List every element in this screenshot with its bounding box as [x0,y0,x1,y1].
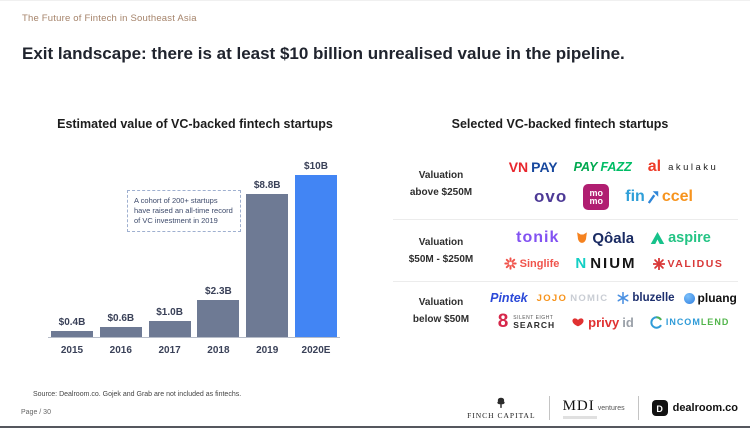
group-label: Valuation $50M - $250M [408,236,474,265]
bar-column: $10B 2020E [294,161,337,356]
qoala-fox-icon [577,232,588,243]
validus-logo: VALIDUS [652,257,724,270]
bar [51,331,93,337]
page-title: Exit landscape: there is at least $10 bi… [22,44,625,63]
valuation-group-above-250m: Valuation above $250M VN PAY PAY FAZZ al ak… [393,149,738,219]
jojonomic-logo: JOJO NOMIC [536,292,609,304]
nium-logo: N NIUM [575,255,637,272]
page-number: Page / 30 [21,409,51,416]
bar-column: $0.4B 2015 [51,317,93,356]
pintek-logo: Pintek [490,291,528,305]
bar-value-label: $1.0B [156,307,183,318]
privyid-heart-icon [572,318,584,327]
singlife-sun-icon [503,257,517,270]
bar [246,194,289,337]
bar [294,175,337,337]
bar-column: $1.0B 2017 [148,307,191,356]
singlife-logo: Singlife [503,257,559,270]
footer-divider [637,396,639,420]
momo-square-icon: mo mo [583,184,610,210]
tonik-logo: tonik [516,229,560,246]
valuation-group-below-50m: Valuation below $50M Pintek JOJO NOMIC bl… [393,281,738,340]
x-axis-tick-label: 2020E [301,345,331,356]
finch-capital-logo: FINCH CAPITAL [467,397,535,420]
mdi-byline-mark [562,415,597,419]
incomlend-logo: INCOMLEND [650,315,730,329]
footer-logos: FINCH CAPITAL MDI ventures D dealroom.co [467,396,738,420]
bar-chart-plot: $0.4B 2015 $0.6B 2016 $1.0B 2017 $2.3B 2018 $8.8… [48,161,340,356]
bar-value-label: $0.4B [58,317,86,328]
qoala-logo: Qôala [575,230,634,247]
bluzelle-logo: bluzelle [617,292,675,304]
bar-column: $8.8B 2019 [246,180,289,356]
aspire-logo: aspire [650,230,711,246]
x-axis-tick-label: 2017 [158,345,181,356]
incomlend-circle-icon [650,315,662,329]
bar [197,300,240,337]
eyebrow: The Future of Fintech in Southeast Asia [22,13,197,24]
nium-mark-icon: N [575,255,587,272]
finaccel-arrow-icon [647,190,659,204]
payfazz-logo: PAY FAZZ [573,160,632,174]
bar-value-label: $10B [304,161,328,172]
group-label: Valuation below $50M [412,297,470,325]
silent-eight-search-logo: 8 SILENT EIGHT SEARCH [497,311,556,332]
bar-value-label: $2.3B [205,286,232,297]
group-label: Valuation above $250M [409,170,473,198]
chart-title: Estimated value of VC-backed fintech sta… [57,117,333,131]
chart-annotation: A cohort of 200+ startups have raised an… [127,190,241,232]
privyid-logo: privy id [571,315,634,330]
bar [99,327,142,337]
x-axis-tick-label: 2019 [256,345,279,356]
validus-snowflake-icon [652,257,665,270]
bar-value-label: $8.8B [253,180,281,191]
bar-value-label: $0.6B [107,313,135,324]
valuation-group-50m-250m: Valuation $50M - $250M tonik Qôala aspir… [393,219,738,281]
pluang-logo: pluang [683,291,737,305]
bar-column: $2.3B 2018 [197,286,240,356]
finch-tree-icon [497,397,505,408]
momo-logo: mo mo [583,184,610,210]
bluzelle-asterisk-icon [617,292,629,304]
source-note: Source: Dealroom.co. Gojek and Grab are … [33,391,242,398]
x-axis-tick-label: 2015 [60,345,84,356]
x-axis-tick-label: 2018 [207,345,230,356]
logo-panel-title: Selected VC-backed fintech startups [451,117,669,131]
dealroom-logo: D dealroom.co [651,400,738,416]
pluang-coin-icon [683,292,695,304]
logo-panel: Valuation above $250M VN PAY PAY FAZZ al ak… [393,149,738,340]
bar [148,321,191,337]
silent-eight-mark-icon: 8 [497,311,509,332]
dealroom-mark-icon: D [651,400,668,416]
finaccel-logo: fin ccel [625,188,693,205]
vnpay-logo: VN PAY [508,159,558,175]
mdi-ventures-logo: MDI ventures [562,398,625,419]
aspire-mountain-icon [650,232,665,244]
bar-column: $0.6B 2016 [99,313,142,356]
footer-divider [548,396,550,420]
akulaku-mark-icon: al [647,158,662,175]
bottom-rule [0,426,750,428]
akulaku-logo: al akulaku [647,158,719,175]
x-axis-tick-label: 2016 [109,345,132,356]
ovo-logo: ovo [534,187,568,206]
